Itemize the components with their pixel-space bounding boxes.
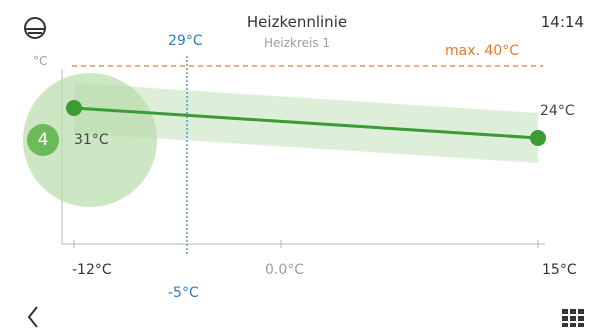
left-point-value: 31°C (74, 132, 109, 148)
x-tick-label: 15°C (542, 262, 577, 278)
curve-point-right[interactable] (530, 130, 546, 146)
x-tick-label: 0.0°C (265, 262, 305, 278)
clock: 14:14 (540, 13, 584, 31)
marker-x-label: -5°C (168, 285, 199, 301)
page-title: Heizkennlinie (246, 13, 348, 31)
grid-menu-icon[interactable] (562, 309, 584, 327)
right-point-value: 24°C (540, 103, 575, 119)
chevron-left-icon[interactable] (24, 304, 42, 330)
y-unit-label: °C (33, 54, 48, 68)
shower-head-icon[interactable] (23, 16, 47, 40)
selected-point-highlight (23, 73, 157, 207)
x-tick-label: -12°C (72, 262, 112, 278)
max-limit-label: max. 40°C (445, 43, 519, 59)
curve-point-left[interactable] (66, 100, 82, 116)
heating-curve-line (73, 106, 539, 140)
page-subtitle: Heizkreis 1 (263, 36, 331, 50)
point-number-badge[interactable]: 4 (27, 124, 59, 156)
marker-value-label: 29°C (168, 33, 203, 49)
